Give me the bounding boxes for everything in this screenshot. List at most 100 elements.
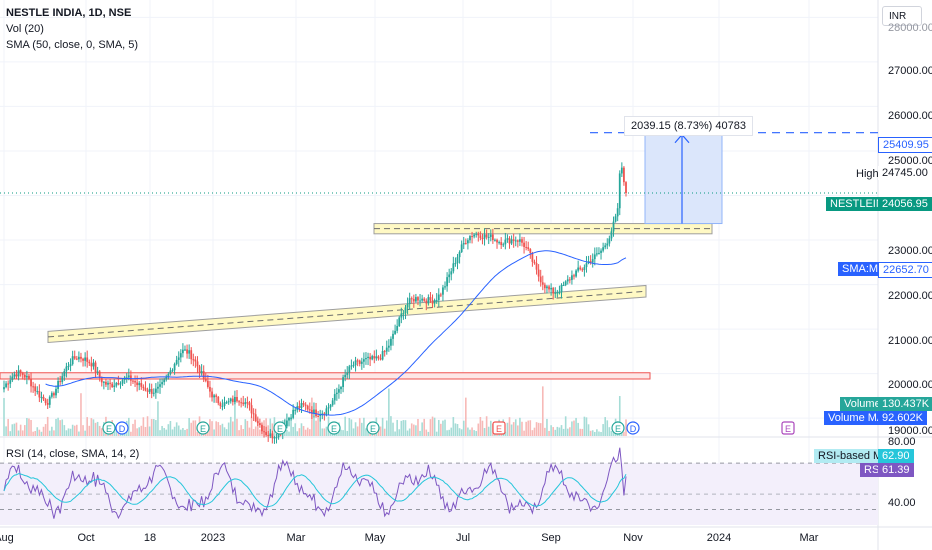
sma-value-tag: 22652.70: [878, 262, 932, 278]
candle-body: [329, 404, 332, 408]
candle-body: [263, 431, 265, 433]
candle-body: [88, 361, 91, 364]
candle-body: [529, 249, 532, 253]
last-price-tag: 24056.95: [878, 197, 932, 211]
volume-bar: [98, 425, 101, 436]
volume-bar: [413, 424, 415, 436]
candle-body: [450, 271, 453, 275]
candle-body: [546, 286, 548, 289]
volume-bar: [396, 419, 398, 436]
candle-body: [100, 377, 103, 383]
candle-body: [306, 405, 309, 410]
volume-value-tag: 130.437K: [878, 397, 932, 411]
candle-body: [381, 351, 384, 360]
volume-bar: [240, 425, 242, 436]
candle-body: [7, 383, 10, 385]
candle-body: [373, 356, 376, 359]
candle-body: [302, 403, 305, 405]
volume-bar: [394, 431, 396, 436]
volume-bar: [606, 420, 609, 436]
volume-bar: [32, 431, 34, 436]
candle-body: [423, 298, 426, 301]
volume-ma-tag-label: Volume MA: [824, 411, 889, 425]
volume-bar: [292, 426, 294, 436]
volume-bar: [78, 431, 80, 436]
volume-bar: [88, 425, 91, 436]
volume-bar: [454, 423, 457, 436]
candle-body: [186, 349, 188, 354]
price-tick: 27000.00: [888, 65, 932, 77]
price-tick: 21000.00: [888, 335, 932, 347]
candle-body: [541, 282, 544, 285]
volume-bar: [229, 416, 232, 436]
candle-body: [577, 267, 580, 271]
candle-body: [313, 409, 315, 414]
chart-title: NESTLE INDIA, 1D, NSE: [6, 7, 132, 19]
candle-body: [595, 253, 598, 255]
candle-body: [489, 234, 492, 237]
volume-bar: [350, 419, 353, 436]
volume-bar: [410, 423, 413, 436]
candle-body: [304, 404, 307, 406]
volume-legend: Vol (20): [6, 23, 44, 35]
volume-bar: [473, 430, 475, 436]
volume-bar: [271, 423, 274, 436]
candle-body: [504, 239, 507, 245]
candle-body: [25, 375, 28, 378]
candle-body: [398, 317, 401, 326]
candle-body: [136, 382, 139, 386]
volume-bar: [169, 421, 172, 436]
currency-selector[interactable]: INR: [882, 6, 922, 26]
candle-body: [610, 231, 613, 239]
candle-body: [15, 374, 18, 377]
volume-bar: [236, 418, 238, 436]
volume-bar: [90, 418, 93, 436]
candle-body: [34, 386, 37, 392]
candle-body: [152, 392, 155, 394]
rsi-tick: 40.00: [888, 497, 916, 509]
candle-body: [543, 284, 546, 289]
volume-bar: [450, 427, 453, 436]
volume-bar: [306, 427, 309, 436]
volume-bar: [352, 428, 355, 436]
volume-bar: [69, 428, 72, 436]
rsi-pane: [0, 447, 878, 525]
candle-body: [612, 221, 615, 232]
chart-overlays: [0, 132, 878, 380]
candle-body: [496, 239, 498, 243]
candle-body: [96, 371, 99, 373]
volume-bar: [321, 428, 324, 436]
volume-bar: [344, 416, 346, 436]
candle-body: [146, 390, 149, 392]
candle-body: [431, 300, 434, 304]
candle-body: [84, 357, 87, 361]
volume-bar: [167, 424, 170, 436]
volume-bar: [433, 417, 436, 436]
date-tick: Sep: [541, 532, 561, 544]
volume-bar: [308, 429, 311, 436]
volume-bar: [242, 429, 245, 436]
candle-body: [134, 381, 136, 383]
candle-body: [356, 360, 359, 362]
volume-bar: [562, 428, 565, 436]
candle-body: [354, 360, 357, 366]
volume-bar: [3, 398, 5, 436]
candle-body: [585, 263, 588, 268]
candle-body: [525, 246, 528, 248]
volume-bar: [53, 430, 55, 436]
volume-bar: [24, 425, 26, 436]
volume-bar: [546, 418, 548, 436]
rsi-line: [3, 447, 627, 520]
candle-body: [273, 437, 276, 439]
candle-body: [252, 413, 255, 415]
volume-bar: [267, 425, 269, 436]
volume-bar: [296, 431, 299, 436]
volume-bar: [65, 430, 68, 436]
candle-body: [573, 275, 575, 277]
candle-body: [537, 269, 540, 277]
volume-bar: [71, 424, 74, 436]
measure-box: [644, 132, 723, 225]
candle-body: [327, 407, 330, 409]
candle-body: [204, 379, 207, 381]
